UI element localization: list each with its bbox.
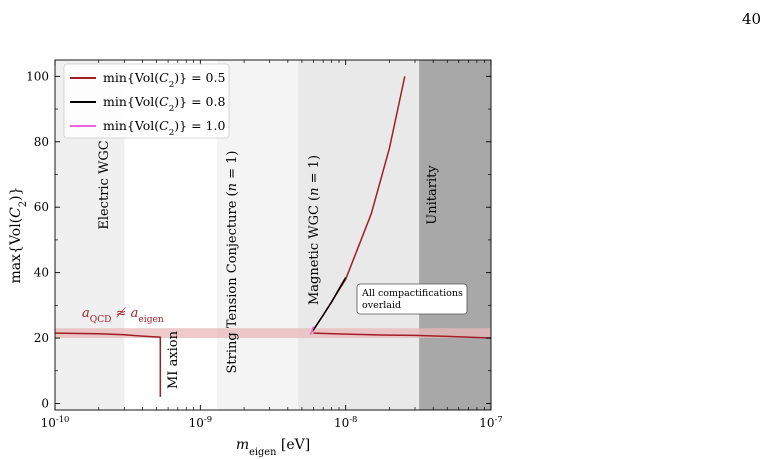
y-tick-label-2: 40 [34,266,49,280]
region-2 [298,60,420,410]
legend-box [63,63,230,139]
annotation-text-line-2: overlaid [362,300,401,311]
series-line-3 [312,277,347,331]
x-tick-label-2: 10-8 [334,414,357,430]
mi-axion-label: MI axion [166,330,181,389]
region-label-3: Unitarity [425,165,440,225]
legend-label-1: min{Vol(C2)} = 0.8 [103,94,225,114]
legend-label-2: min{Vol(C2)} = 1.0 [103,118,225,138]
region-label-1: String Tension Conjecture (n = 1) [225,151,240,374]
band-rect [55,328,491,339]
y-axis-label: max{Vol(C2)} [8,187,29,284]
legend-label-0: min{Vol(C2)} = 0.5 [103,70,225,90]
page-number: 40 [742,10,762,28]
series-line-0 [55,332,162,397]
y-tick-label-4: 80 [34,135,49,149]
y-tick-label-0: 0 [41,396,49,410]
x-tick-label-0: 10-10 [41,414,70,430]
y-tick-label-5: 100 [26,69,49,83]
region-label-2: Magnetic WGC (n = 1) [307,155,322,305]
x-tick-label-1: 10-9 [189,414,212,430]
plot-frame [54,59,492,411]
region-3 [419,60,491,410]
x-axis-label: meigen [eV] [236,437,310,458]
region-1 [216,60,299,410]
band-label: aQCD ≉ aeigen [82,306,164,325]
series-line-4 [309,326,315,336]
x-tick-label-3: 10-7 [479,414,502,430]
y-tick-label-1: 20 [34,331,49,345]
annotation-text-line-1: All compactifications [361,288,463,299]
series-line-2 [313,332,491,339]
annotation-box [356,283,468,315]
y-tick-label-3: 60 [34,200,49,214]
region-label-0: Electric WGC [97,140,112,229]
